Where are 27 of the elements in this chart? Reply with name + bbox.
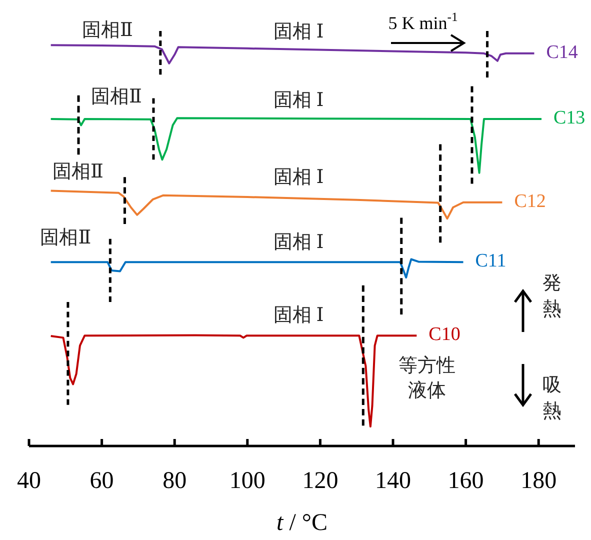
annotation: 固相Ⅱ <box>82 20 133 41</box>
annotation: 固相Ⅱ <box>52 162 104 183</box>
annotation: 固相Ⅱ <box>90 86 142 108</box>
annotation: 発熱 <box>542 273 562 320</box>
x-tick-label: 120 <box>302 468 338 494</box>
x-tick-label: 40 <box>17 468 41 494</box>
annotation: 固相 Ⅰ <box>273 166 324 188</box>
annotation: 吸熱 <box>542 375 562 422</box>
x-tick-label: 60 <box>90 468 114 494</box>
series-label: C14 <box>546 42 578 63</box>
series-label: C10 <box>428 324 460 345</box>
annotation: 5 K min$^{-1}$ <box>388 10 458 34</box>
annotation: 固相 Ⅰ <box>273 90 324 112</box>
x-tick-label: 80 <box>162 468 187 494</box>
x-axis-title: t / °C <box>276 510 328 536</box>
annotation: 固相 Ⅰ <box>273 21 324 42</box>
annotation: 固相Ⅱ <box>40 228 92 249</box>
annotation: 固相 Ⅰ <box>273 232 324 253</box>
x-tick-label: 140 <box>375 468 411 494</box>
annotation: 固相 Ⅰ <box>273 305 324 326</box>
x-tick-label: 100 <box>229 468 266 494</box>
x-tick-label: 180 <box>520 468 557 494</box>
x-tick-label: 160 <box>448 468 484 494</box>
annotation: 等方性液体 <box>398 354 456 402</box>
series-label: C11 <box>475 250 506 272</box>
series-label: C12 <box>514 190 546 212</box>
series-label: C13 <box>554 107 586 128</box>
